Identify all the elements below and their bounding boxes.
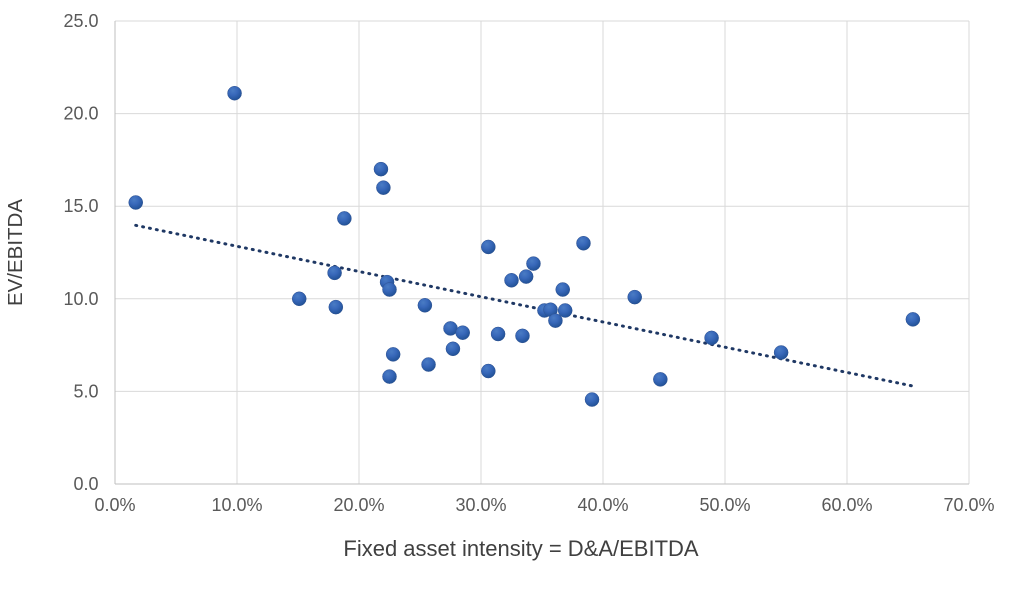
svg-text:10.0: 10.0 xyxy=(63,289,98,309)
svg-text:30.0%: 30.0% xyxy=(455,495,506,515)
svg-text:60.0%: 60.0% xyxy=(821,495,872,515)
svg-text:EV/EBITDA: EV/EBITDA xyxy=(4,199,27,306)
svg-text:0.0: 0.0 xyxy=(73,474,98,494)
svg-text:15.0: 15.0 xyxy=(63,196,98,216)
svg-text:5.0: 5.0 xyxy=(73,381,98,401)
svg-text:25.0: 25.0 xyxy=(63,11,98,31)
svg-text:70.0%: 70.0% xyxy=(943,495,994,515)
svg-text:20.0%: 20.0% xyxy=(333,495,384,515)
svg-text:10.0%: 10.0% xyxy=(211,495,262,515)
svg-text:20.0: 20.0 xyxy=(63,104,98,124)
svg-text:40.0%: 40.0% xyxy=(577,495,628,515)
svg-text:50.0%: 50.0% xyxy=(699,495,750,515)
svg-text:0.0%: 0.0% xyxy=(94,495,135,515)
svg-text:Fixed asset intensity = D&A/EB: Fixed asset intensity = D&A/EBITDA xyxy=(343,536,699,561)
